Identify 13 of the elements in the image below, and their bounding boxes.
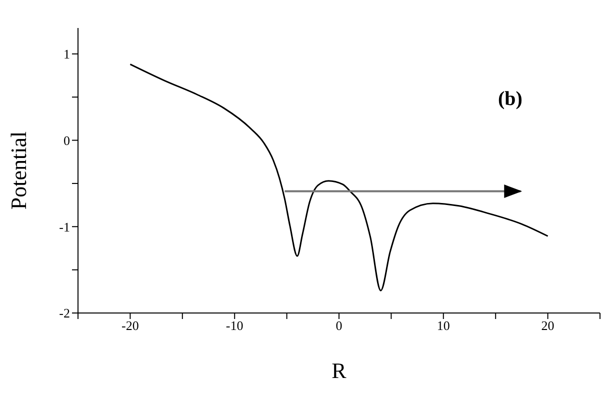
line-series xyxy=(129,64,549,292)
y-tick-label: -1 xyxy=(59,219,70,234)
x-axis-title: R xyxy=(332,358,347,383)
x-tick-label: -20 xyxy=(122,318,139,334)
y-axis-title: Potential xyxy=(6,131,31,210)
y-tick-label: -2 xyxy=(59,306,70,321)
annotation: (b) xyxy=(498,88,522,111)
x-tick-label: 20 xyxy=(541,318,554,334)
x-tick-label: -10 xyxy=(226,318,244,334)
x-tick-label: 10 xyxy=(436,318,450,334)
x-tick-label: 0 xyxy=(336,318,342,334)
y-tick-label: 0 xyxy=(64,132,70,148)
y-tick-label: 1 xyxy=(64,46,70,62)
